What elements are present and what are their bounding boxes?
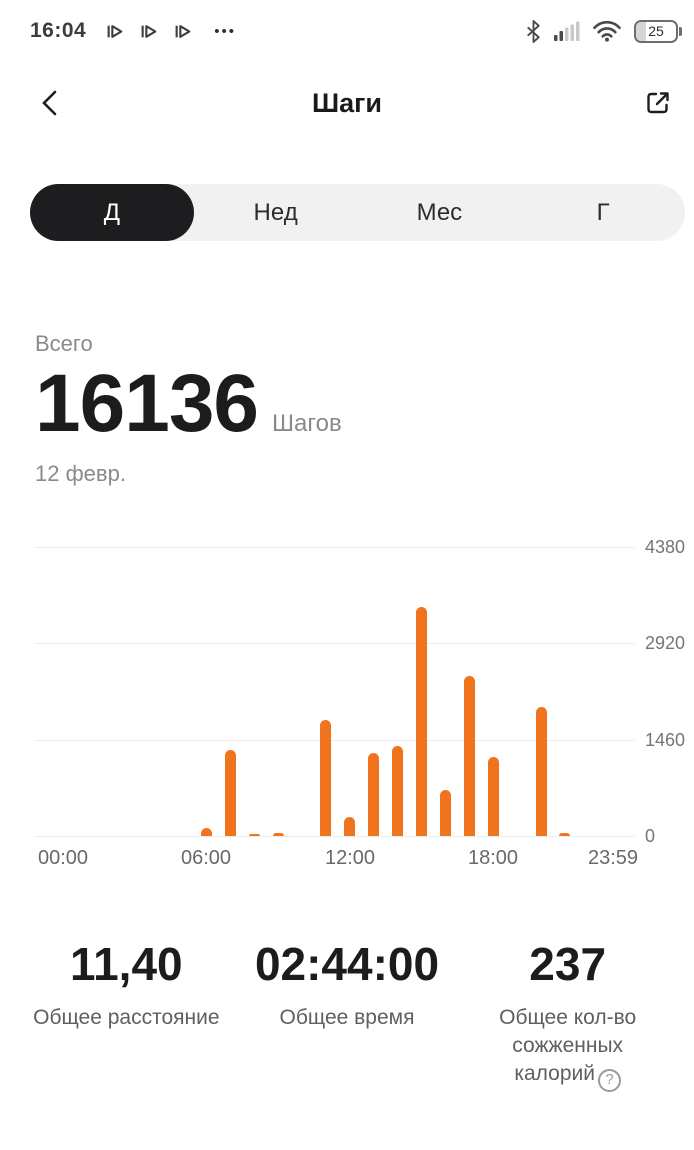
gridline xyxy=(35,547,635,548)
total-label: Всего xyxy=(35,331,93,356)
gridline xyxy=(35,643,635,645)
gridline xyxy=(35,739,635,741)
status-bar: 16:04 ••• xyxy=(0,0,694,46)
summary-block: Всего 16136 Шагов 12 февр. xyxy=(35,331,694,487)
calories-value: 237 xyxy=(529,938,607,990)
notification-icons: ••• xyxy=(106,22,236,41)
distance-value: 11,40 xyxy=(70,938,183,990)
calories-label: Общее кол-во сожженных калорий? xyxy=(473,1004,663,1092)
time-value: 02:44:00 xyxy=(254,938,440,990)
chart-bar-hour-6[interactable] xyxy=(200,828,212,836)
x-axis-tick: 06:00 xyxy=(180,847,232,869)
status-icons: 25 xyxy=(526,19,682,43)
battery-fill xyxy=(636,21,646,41)
chart-bar-hour-9[interactable] xyxy=(272,832,284,836)
y-axis-tick: 4380 xyxy=(645,537,686,557)
chart-bar-hour-16[interactable] xyxy=(439,789,451,836)
cell-signal-icon xyxy=(554,21,580,41)
chart-bar-hour-14[interactable] xyxy=(392,745,404,836)
time-label: Общее время xyxy=(279,1005,415,1029)
more-notifications-icon: ••• xyxy=(214,22,236,40)
chart-bar-hour-15[interactable] xyxy=(416,607,427,836)
play-notification-icon xyxy=(140,22,159,41)
y-axis-tick: 2920 xyxy=(645,633,686,653)
bluetooth-icon xyxy=(526,19,541,43)
page-title: Шаги xyxy=(312,87,382,118)
distance-label: Общее расстояние xyxy=(33,1005,220,1029)
x-axis-tick: 18:00 xyxy=(467,847,519,869)
stat-time: 02:44:00 Общее время xyxy=(237,939,458,1092)
chart-bar-hour-8[interactable] xyxy=(248,833,260,836)
chart-bar-hour-18[interactable] xyxy=(487,757,499,836)
tab-week[interactable]: Нед xyxy=(253,198,298,226)
battery-percent: 25 xyxy=(648,23,664,39)
question-circle-icon[interactable]: ? xyxy=(597,1068,621,1092)
play-notification-icon xyxy=(106,22,125,41)
tab-year[interactable]: Г xyxy=(596,198,610,226)
chart-bar-hour-17[interactable] xyxy=(463,675,475,836)
back-button[interactable] xyxy=(28,81,72,125)
x-axis-tick: 23:59 xyxy=(587,847,639,869)
x-axis-tick: 00:00 xyxy=(37,847,89,869)
date-label: 12 февр. xyxy=(35,461,126,486)
chart-bar-hour-7[interactable] xyxy=(224,750,236,836)
wifi-icon xyxy=(593,20,621,42)
header: Шаги xyxy=(0,74,694,132)
share-button[interactable] xyxy=(636,81,680,125)
x-axis: 00:00 06:00 12:00 18:00 23:59 xyxy=(35,847,639,873)
y-axis-tick: 1460 xyxy=(645,730,686,750)
y-axis-tick: 0 xyxy=(645,826,656,846)
chart-bar-hour-13[interactable] xyxy=(368,752,380,836)
chart-bar-hour-20[interactable] xyxy=(535,706,547,836)
battery-icon: 25 xyxy=(634,19,682,43)
total-steps-value: 16136 xyxy=(35,358,259,449)
chart-bar-hour-12[interactable] xyxy=(344,816,356,836)
gridline-baseline xyxy=(35,836,635,837)
stat-calories: 237 Общее кол-во сожженных калорий? xyxy=(457,939,678,1092)
stats-row: 11,40 Общее расстояние 02:44:00 Общее вр… xyxy=(0,939,694,1092)
x-axis-tick: 12:00 xyxy=(324,847,376,869)
period-segmented-control: Д Нед Мес Г xyxy=(30,184,685,241)
tab-month[interactable]: Мес xyxy=(416,198,463,226)
tab-day[interactable]: Д xyxy=(30,184,194,241)
stat-distance: 11,40 Общее расстояние xyxy=(16,939,237,1092)
chart-bar-hour-11[interactable] xyxy=(320,719,332,836)
steps-bar-chart: 4380 2920 1460 0 00:00 06:00 12:00 18:00… xyxy=(0,535,694,871)
chart-bar-hour-21[interactable] xyxy=(559,833,571,836)
steps-unit-label: Шагов xyxy=(272,410,342,437)
clock: 16:04 xyxy=(30,19,87,42)
play-notification-icon xyxy=(174,22,193,41)
chart-plot xyxy=(35,547,635,837)
